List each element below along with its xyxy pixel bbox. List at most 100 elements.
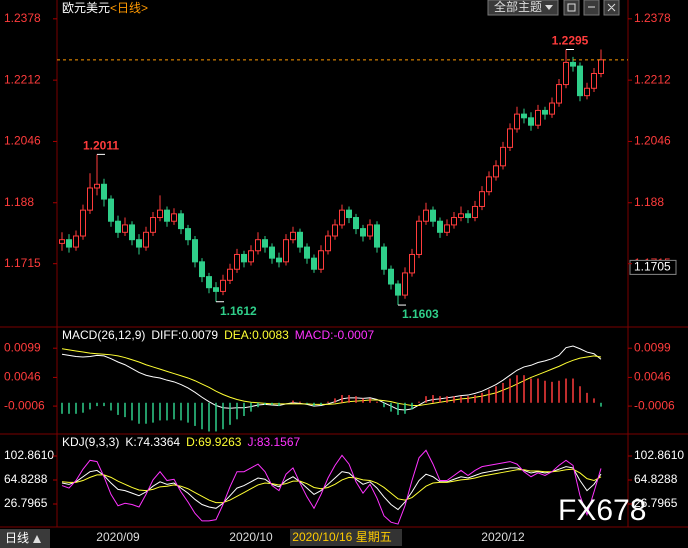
y-tick-label: 26.7965 [634,496,678,510]
candle-body [479,191,485,207]
candle-body [486,176,492,193]
candle-body [584,87,590,97]
candle-body [528,117,534,126]
candle-body [437,220,443,233]
legend-value: 83.1567 [257,435,301,449]
legend-name: DEA: [224,328,252,342]
x-tick-label: 2020/10 [229,530,273,544]
period-button[interactable] [0,529,50,548]
legend-value: 74.3364 [137,435,181,449]
annotation: 1.1612 [220,304,257,318]
y-tick-label: -0.0006 [4,398,45,412]
theme-button[interactable] [487,0,559,16]
candle-body [234,253,240,270]
candle-body [339,209,345,226]
candle-body [360,228,366,237]
y-tick-label: 102.8610 [634,448,684,462]
candle-body [493,165,499,178]
y-tick-label: 1.1715 [4,256,41,270]
annotation: 1.1603 [402,307,439,321]
candle-body [192,239,198,263]
candle-body [374,224,380,248]
x-tick-label: 2020/12 [481,530,525,544]
series-line [61,466,602,511]
cursor-date-label: 2020/10/16 星期五 [292,530,391,544]
candle-body [367,224,373,237]
candle-body [220,279,226,292]
window-button[interactable] [563,0,580,16]
window-icons [567,3,616,12]
candle-body [318,250,324,270]
candle-body [444,224,450,233]
y-tick-label: 64.8288 [4,472,48,486]
candle-body [521,113,527,119]
candle-body [458,213,464,219]
candle-body [143,231,149,248]
annotation: 1.2295 [552,34,589,48]
candle-body [87,187,93,211]
candle-body [535,109,541,126]
candle-body [563,61,569,86]
y-tick-label: 1.2378 [4,11,41,25]
legend-name: K: [125,435,136,449]
watermark: FX678 [558,494,646,527]
candle-body [122,224,128,233]
candle-body [206,276,212,289]
candle-body [101,183,107,200]
y-tick-label: 1.2046 [4,134,41,148]
panel-title: MACD(26,12,9) [62,328,145,342]
candle-body [556,84,562,104]
candle-body [514,113,520,130]
candle-body [80,209,86,237]
candle-body [248,250,254,263]
candle-body [388,268,394,285]
candle-body [297,231,303,248]
candle-body [150,217,156,233]
candle-body [73,235,79,248]
y-tick-label: 0.0046 [4,370,41,384]
candle-body [430,209,436,222]
candle-body [241,253,247,263]
candle-body [311,257,317,270]
y-tick-label: 102.8610 [4,448,54,462]
series-line [61,449,602,525]
candle-body [94,183,100,189]
candle-body [66,239,72,248]
theme-button-label[interactable]: 全部主题 [494,0,542,14]
period: <日线> [110,1,148,15]
candle-body [465,213,471,219]
legend-value: 0.0083 [252,328,289,342]
y-tick-label: 0.0099 [634,340,671,354]
candle-body [507,128,513,148]
candle-body [451,217,457,226]
candle-body [129,224,135,241]
candle-body [549,102,555,115]
legend-name: J: [247,435,256,449]
candle-body [402,272,408,296]
y-tick-label: 1.188 [4,195,34,209]
y-tick-label: 1.2046 [634,134,671,148]
candle-body [136,239,142,248]
y-tick-label: 0.0046 [634,370,671,384]
candle-body [500,146,506,167]
candle-body [164,209,170,222]
candle-body [59,239,65,244]
candle-body [178,213,184,230]
legend-name: MACD: [295,328,334,342]
y-tick-label: 26.7965 [4,496,48,510]
candle-body [423,209,429,222]
candle-body [255,239,261,252]
cursor-price-box [629,259,677,275]
y-tick-label: 1.2212 [634,72,671,86]
y-tick-label: 64.8288 [634,472,678,486]
period-button-label[interactable]: 日线 [5,531,29,545]
candle-body [570,61,576,67]
series-line [61,468,602,504]
candle-body [332,224,338,237]
series-line [61,348,602,407]
legend-name: DIFF: [151,328,181,342]
x-tick-label: 2020/09 [96,530,140,544]
cursor-price: 1.1705 [634,260,671,274]
